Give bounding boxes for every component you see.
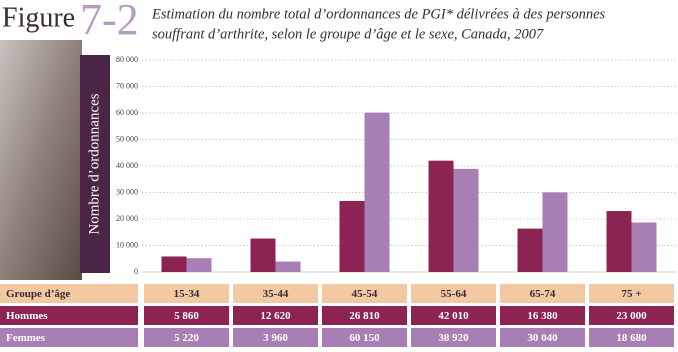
bar <box>250 238 276 272</box>
table-value: 18 680 <box>616 332 647 344</box>
table-row-label-bg <box>0 306 138 325</box>
table-value: 5 860 <box>174 310 199 322</box>
table-cell-bg <box>500 328 585 347</box>
table-cell-bg <box>589 284 674 303</box>
legend-entry: Hommes <box>6 310 48 322</box>
table-value: 5 220 <box>174 332 199 344</box>
y-tick-label: 80 000 <box>116 55 138 64</box>
table-cell-bg <box>233 306 318 325</box>
y-tick-label: 0 <box>134 267 138 276</box>
chart-title: Estimation du nombre total d’ordonnances… <box>151 6 606 22</box>
table-cell-bg <box>411 284 496 303</box>
x-tick-label: 65-74 <box>530 288 556 300</box>
table-cell-bg <box>500 284 585 303</box>
y-tick-label: 50 000 <box>116 134 138 143</box>
bar <box>631 222 657 272</box>
y-tick-label: 30 000 <box>116 187 138 196</box>
bar <box>364 112 390 272</box>
y-axis-label: Nombre d’ordonnances <box>86 93 102 234</box>
bar <box>161 256 187 272</box>
table-row-label-bg <box>0 328 138 347</box>
y-tick-label: 10 000 <box>116 240 138 249</box>
table-cell-bg <box>144 328 229 347</box>
bar <box>339 200 365 272</box>
table-value: 3 960 <box>263 332 288 344</box>
y-tick-label: 60 000 <box>116 108 138 117</box>
bar <box>606 211 632 272</box>
table-value: 38 920 <box>438 332 469 344</box>
table-cell-bg <box>411 306 496 325</box>
x-tick-label: 55-64 <box>441 288 467 300</box>
table-cell-bg <box>233 284 318 303</box>
x-tick-label: 75 + <box>621 288 641 300</box>
table-value: 60 150 <box>349 332 380 344</box>
y-tick-label: 40 000 <box>116 161 138 170</box>
table-value: 30 040 <box>527 332 558 344</box>
table-cell-bg <box>500 306 585 325</box>
table-cell-bg <box>322 284 407 303</box>
table-cell-bg <box>144 306 229 325</box>
table-cell-bg <box>411 328 496 347</box>
table-value: 23 000 <box>616 310 647 322</box>
table-value: 26 810 <box>349 310 380 322</box>
bar <box>186 258 212 272</box>
x-tick-label: 45-54 <box>352 288 378 300</box>
y-axis-band <box>80 55 110 273</box>
chart-subtitle: souffrant d’arthrite, selon le groupe d’… <box>152 26 544 42</box>
table-cell-bg <box>322 306 407 325</box>
table-cell-bg <box>144 284 229 303</box>
bar <box>542 192 568 272</box>
table-cell-bg <box>589 306 674 325</box>
y-tick-label: 20 000 <box>116 214 138 223</box>
table-value: 12 620 <box>260 310 291 322</box>
crowd-photo <box>0 40 82 280</box>
table-cell-bg <box>322 328 407 347</box>
table-header-label: Groupe d’âge <box>6 288 70 300</box>
table-cell-bg <box>233 328 318 347</box>
bar <box>517 228 543 272</box>
legend-entry: Femmes <box>6 332 46 344</box>
table-row-label-bg <box>0 284 138 303</box>
x-tick-label: 15-34 <box>174 288 200 300</box>
figure-label: Figure <box>2 2 75 33</box>
bar <box>428 160 454 272</box>
y-tick-label: 70 000 <box>116 81 138 90</box>
table-value: 16 380 <box>527 310 558 322</box>
bar <box>275 261 301 272</box>
table-value: 42 010 <box>438 310 469 322</box>
figure-number: 7-2 <box>80 0 139 44</box>
x-tick-label: 35-44 <box>263 288 289 300</box>
bar <box>453 168 479 272</box>
table-cell-bg <box>589 328 674 347</box>
